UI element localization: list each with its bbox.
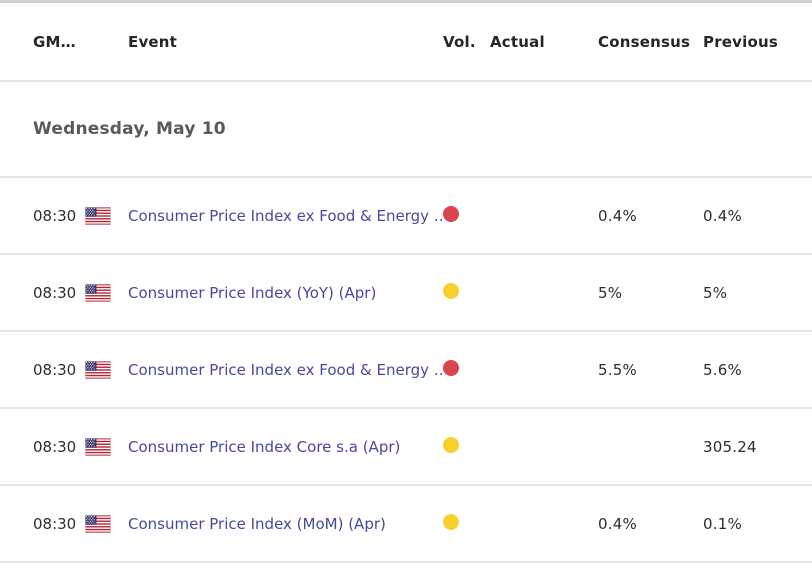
column-header-actual: Actual bbox=[490, 32, 545, 51]
consensus-value: 0.4% bbox=[598, 206, 637, 225]
event-link[interactable]: Consumer Price Index Core s.a (Apr) bbox=[128, 437, 401, 456]
event-time: 08:30 bbox=[33, 437, 77, 456]
previous-value: 5.6% bbox=[703, 360, 742, 379]
volatility-dot-high bbox=[443, 205, 459, 222]
time-cell: 08:30 bbox=[33, 514, 128, 533]
column-header-vol: Vol. bbox=[443, 32, 476, 51]
us-flag-icon bbox=[85, 206, 112, 225]
event-link[interactable]: Consumer Price Index ex Food & Energy … bbox=[128, 360, 443, 379]
time-cell: 08:30 bbox=[33, 283, 128, 302]
event-time: 08:30 bbox=[33, 360, 77, 379]
us-flag-icon bbox=[85, 514, 112, 533]
event-time: 08:30 bbox=[33, 514, 77, 533]
us-flag-icon bbox=[85, 360, 112, 379]
consensus-value: 5% bbox=[598, 283, 623, 302]
event-row[interactable]: 08:30 Consumer Price Index ex Food & Ene… bbox=[0, 178, 812, 255]
previous-value: 0.1% bbox=[703, 514, 742, 533]
previous-value: 0.4% bbox=[703, 206, 742, 225]
event-row[interactable]: 08:30 Consumer Price Index (YoY) (Apr) 5… bbox=[0, 255, 812, 332]
event-link[interactable]: Consumer Price Index (YoY) (Apr) bbox=[128, 283, 377, 302]
vol-cell bbox=[443, 359, 490, 380]
column-header-gmt: GM… bbox=[33, 32, 76, 51]
volatility-dot-medium bbox=[443, 513, 459, 530]
vol-cell bbox=[443, 205, 490, 226]
consensus-value: 0.4% bbox=[598, 514, 637, 533]
consensus-value: 5.5% bbox=[598, 360, 637, 379]
volatility-dot-high bbox=[443, 359, 459, 376]
date-header-label: Wednesday, May 10 bbox=[33, 119, 226, 139]
event-row[interactable]: 08:30 Consumer Price Index Core s.a (Apr… bbox=[0, 409, 812, 486]
time-cell: 08:30 bbox=[33, 437, 128, 456]
event-link[interactable]: Consumer Price Index (MoM) (Apr) bbox=[128, 514, 386, 533]
us-flag-icon bbox=[85, 437, 112, 456]
previous-value: 305.24 bbox=[703, 437, 757, 456]
event-row[interactable]: 08:30 Consumer Price Index ex Food & Ene… bbox=[0, 332, 812, 409]
volatility-dot-medium bbox=[443, 436, 459, 453]
calendar-header-row: GM… Event Vol. Actual Consensus Previous bbox=[0, 3, 812, 82]
date-header: Wednesday, May 10 bbox=[0, 82, 812, 178]
vol-cell bbox=[443, 436, 490, 457]
event-time: 08:30 bbox=[33, 283, 77, 302]
column-header-previous: Previous bbox=[703, 32, 778, 51]
column-header-event: Event bbox=[128, 32, 178, 51]
event-row[interactable]: 08:30 Consumer Price Index (MoM) (Apr) 0… bbox=[0, 486, 812, 563]
time-cell: 08:30 bbox=[33, 206, 128, 225]
vol-cell bbox=[443, 513, 490, 534]
vol-cell bbox=[443, 282, 490, 303]
event-time: 08:30 bbox=[33, 206, 77, 225]
volatility-dot-medium bbox=[443, 282, 459, 299]
event-link[interactable]: Consumer Price Index ex Food & Energy … bbox=[128, 206, 443, 225]
us-flag-icon bbox=[85, 283, 112, 302]
time-cell: 08:30 bbox=[33, 360, 128, 379]
previous-value: 5% bbox=[703, 283, 728, 302]
column-header-consensus: Consensus bbox=[598, 32, 691, 51]
